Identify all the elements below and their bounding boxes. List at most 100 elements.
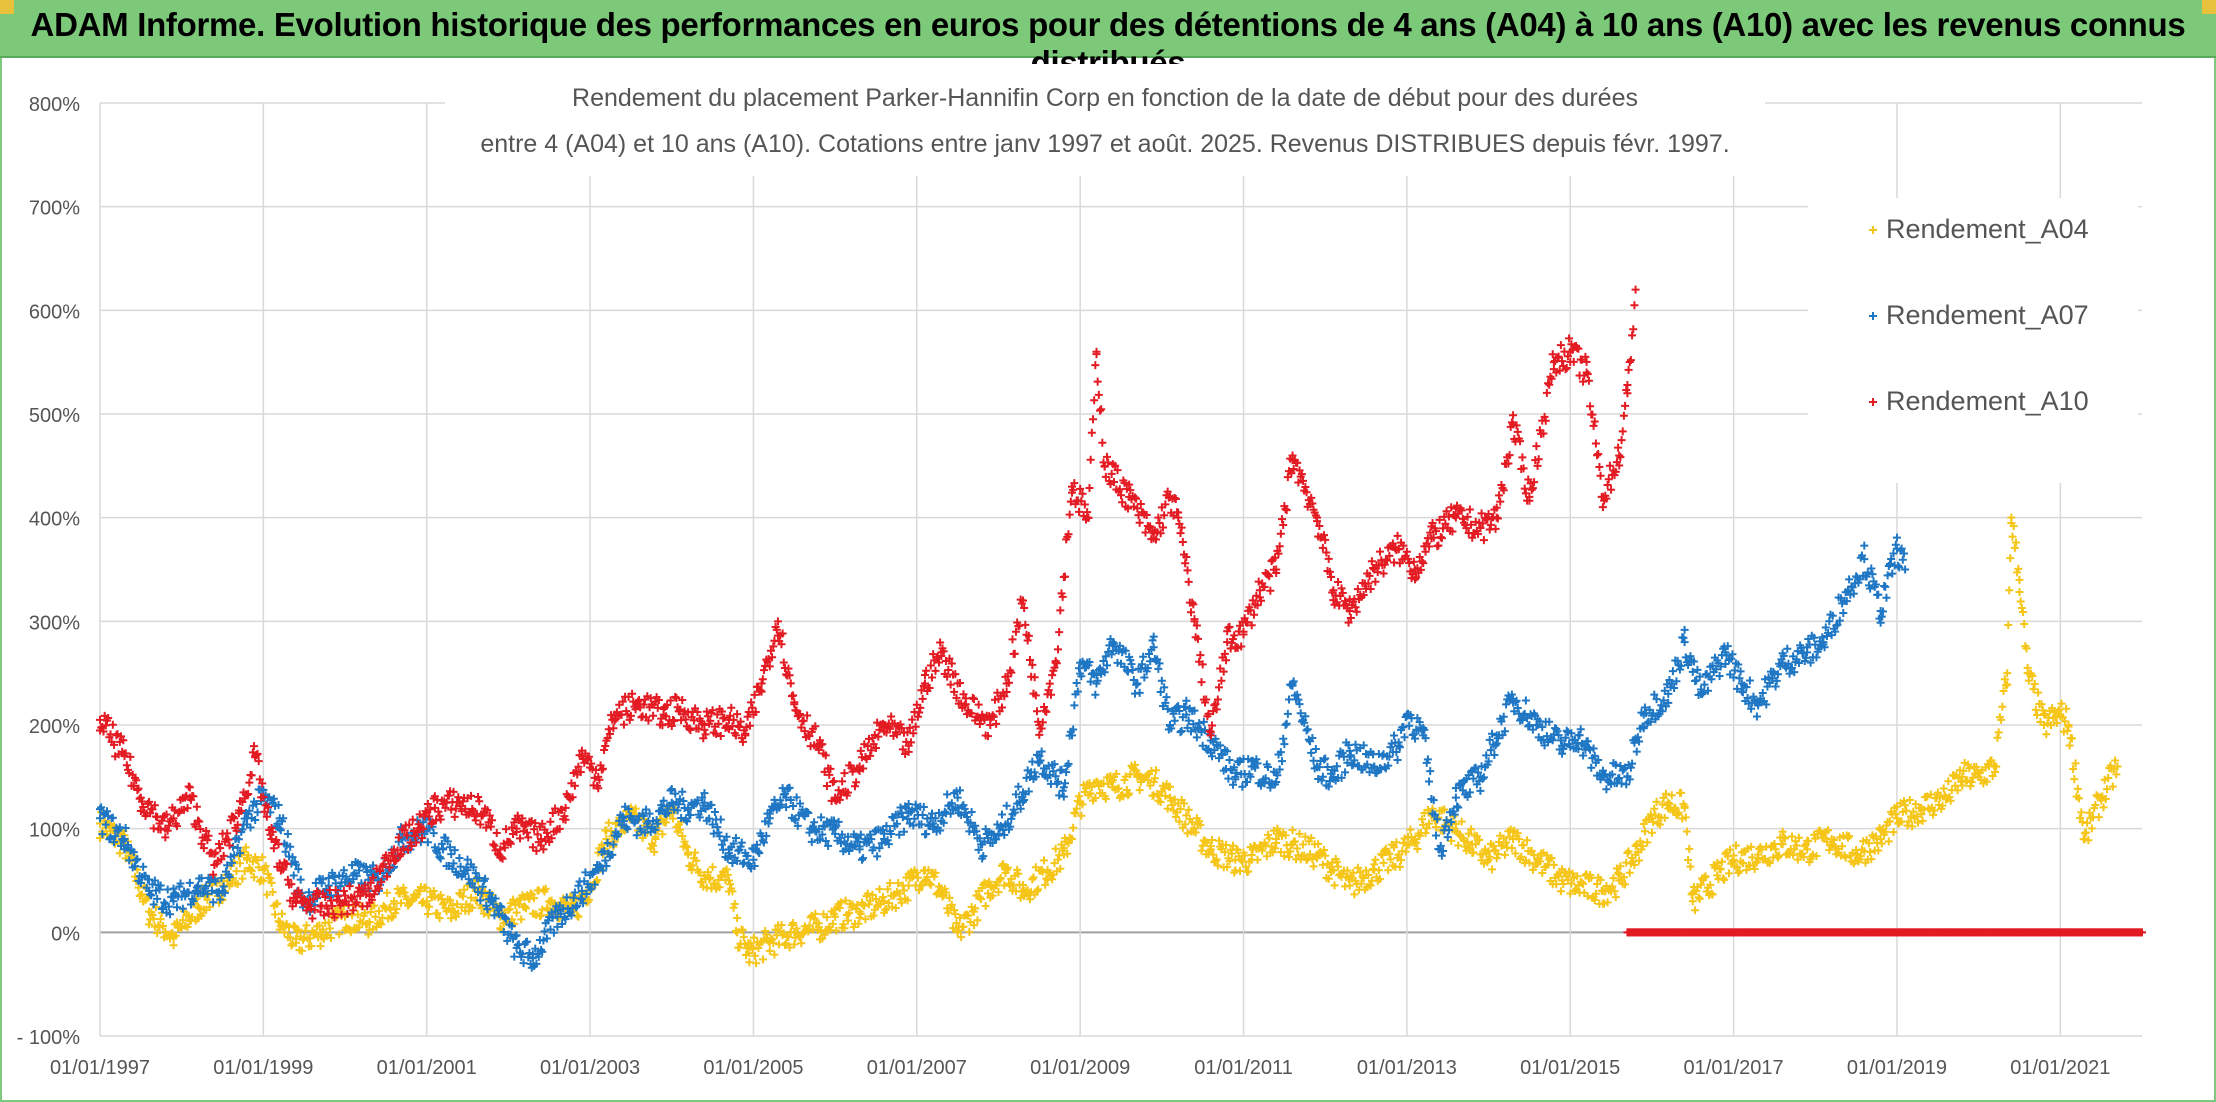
data-point xyxy=(1785,669,1794,678)
data-point xyxy=(1533,855,1542,864)
data-point xyxy=(1898,555,1907,564)
data-point xyxy=(1187,727,1196,736)
data-point xyxy=(471,869,480,878)
data-point xyxy=(959,922,968,931)
data-point xyxy=(821,837,830,846)
data-point xyxy=(1078,489,1087,498)
data-point xyxy=(1728,650,1737,659)
data-point xyxy=(538,947,547,956)
data-point xyxy=(1647,814,1656,823)
data-point xyxy=(619,720,628,729)
data-point xyxy=(1999,687,2008,696)
data-point xyxy=(1097,405,1106,414)
data-point xyxy=(2048,704,2057,713)
data-point xyxy=(391,857,400,866)
data-point xyxy=(1111,461,1120,470)
data-point xyxy=(1149,643,1158,652)
data-point xyxy=(601,741,610,750)
data-point xyxy=(189,897,198,906)
data-point xyxy=(1877,612,1886,621)
data-point xyxy=(1182,710,1191,719)
data-point xyxy=(304,900,313,909)
data-point xyxy=(282,860,291,869)
data-point xyxy=(1350,756,1359,765)
data-point xyxy=(904,809,913,818)
data-point xyxy=(1288,840,1297,849)
x-tick-label: 01/01/2003 xyxy=(540,1057,640,1079)
data-point xyxy=(1538,723,1547,732)
data-point xyxy=(1349,760,1358,769)
data-point xyxy=(1101,794,1110,803)
data-point xyxy=(1518,453,1527,462)
data-point xyxy=(203,889,212,898)
data-point xyxy=(455,854,464,863)
data-point xyxy=(951,670,960,679)
data-point xyxy=(1706,880,1715,889)
data-point xyxy=(97,803,106,812)
data-point xyxy=(1231,855,1240,864)
data-point xyxy=(1275,765,1284,774)
data-point xyxy=(1125,480,1134,489)
data-point xyxy=(1574,745,1583,754)
data-point xyxy=(1488,729,1497,738)
data-point xyxy=(1153,655,1162,664)
data-point xyxy=(1742,683,1751,692)
data-point xyxy=(1513,703,1522,712)
data-point xyxy=(1881,582,1890,591)
data-point xyxy=(1444,826,1453,835)
data-point xyxy=(1197,846,1206,855)
data-point xyxy=(1542,388,1551,397)
data-point xyxy=(1443,833,1452,842)
data-point xyxy=(540,927,549,936)
data-point xyxy=(1561,733,1570,742)
data-point xyxy=(838,830,847,839)
data-point xyxy=(700,871,709,880)
data-point xyxy=(230,851,239,860)
data-point xyxy=(505,905,514,914)
data-point xyxy=(324,881,333,890)
data-point xyxy=(1161,791,1170,800)
data-point xyxy=(778,629,787,638)
data-point xyxy=(1032,887,1041,896)
data-point xyxy=(918,694,927,703)
data-point xyxy=(1405,721,1414,730)
data-point xyxy=(1712,665,1721,674)
data-point xyxy=(1268,848,1277,857)
data-point xyxy=(1225,755,1234,764)
data-point xyxy=(2023,669,2032,678)
data-point xyxy=(2029,685,2038,694)
data-point xyxy=(1824,826,1833,835)
data-point xyxy=(1696,689,1705,698)
data-point xyxy=(908,715,917,724)
data-point xyxy=(1664,689,1673,698)
data-point xyxy=(1593,880,1602,889)
data-point xyxy=(1695,672,1704,681)
data-point xyxy=(626,711,635,720)
data-point xyxy=(826,764,835,773)
data-point xyxy=(308,914,317,923)
data-point xyxy=(811,722,820,731)
data-point xyxy=(545,897,554,906)
data-point xyxy=(1149,778,1158,787)
data-point xyxy=(461,804,470,813)
data-point xyxy=(1488,865,1497,874)
data-point xyxy=(1166,793,1175,802)
data-point xyxy=(1176,728,1185,737)
data-point xyxy=(843,832,852,841)
data-point xyxy=(874,732,883,741)
data-point xyxy=(325,924,334,933)
data-point xyxy=(1271,844,1280,853)
data-point xyxy=(1719,874,1728,883)
data-point xyxy=(216,844,225,853)
data-point xyxy=(651,825,660,834)
data-point xyxy=(657,801,666,810)
data-point xyxy=(677,813,686,822)
data-point xyxy=(169,941,178,950)
data-point xyxy=(156,915,165,924)
data-point xyxy=(929,819,938,828)
data-point xyxy=(196,910,205,919)
data-point xyxy=(1069,823,1078,832)
data-point xyxy=(955,786,964,795)
data-point xyxy=(400,826,409,835)
data-point xyxy=(1053,777,1062,786)
